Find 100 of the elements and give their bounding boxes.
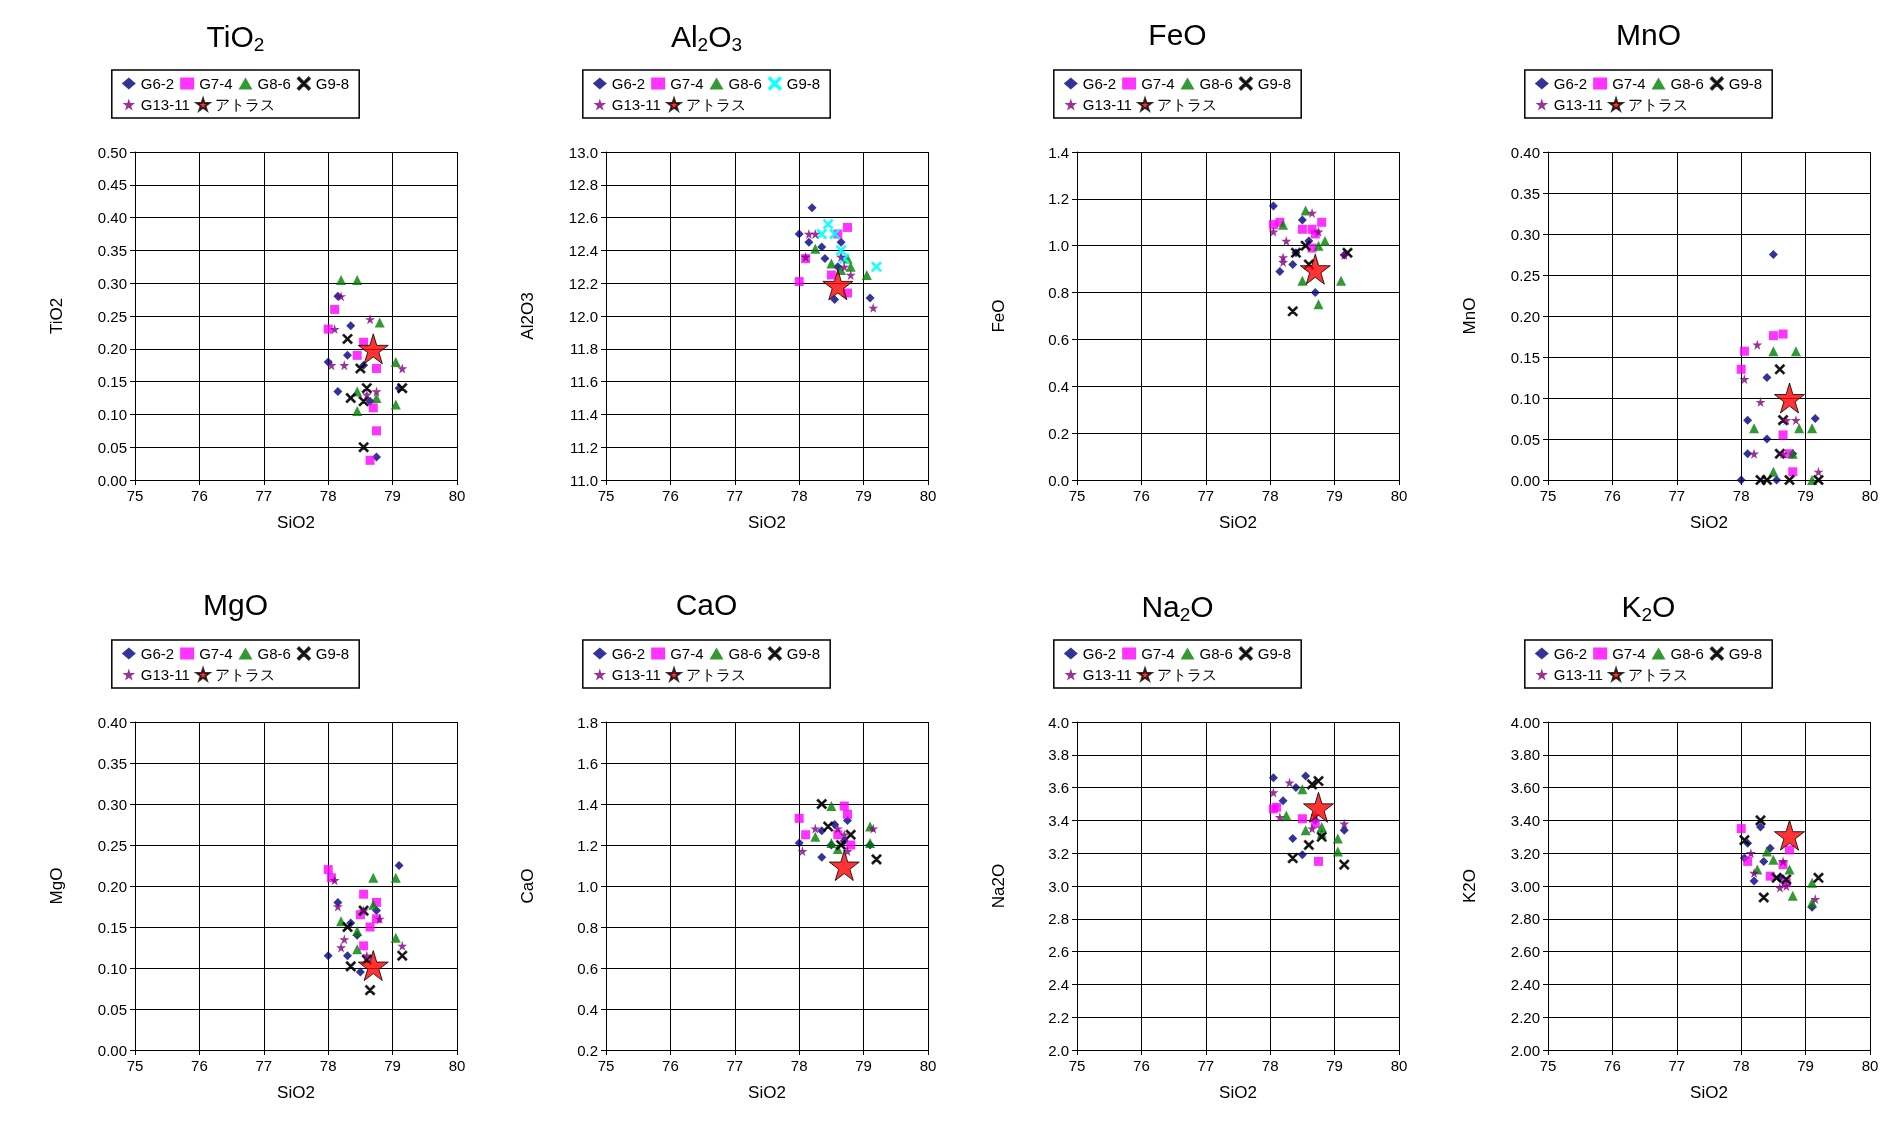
y-tick-label: 0.50	[97, 143, 127, 161]
y-tick-label: 0.05	[97, 1000, 127, 1018]
y-tick-label: 3.4	[1048, 811, 1069, 829]
y-tick-label: 11.2	[569, 438, 598, 456]
legend-label: G9-8	[1728, 645, 1763, 662]
y-tick-label: 0.4	[577, 1000, 598, 1018]
x-tick-label: 79	[384, 487, 401, 504]
x-tick-label: 78	[1732, 487, 1750, 504]
y-tick-label: 0.00	[1510, 471, 1540, 489]
legend-label: G7-4	[1141, 75, 1175, 92]
y-tick-label: 0.8	[1048, 284, 1069, 302]
x-tick-label: 77	[1197, 1057, 1215, 1074]
y-axis-title: Al2O3	[518, 292, 537, 340]
x-axis-title: SiO2	[277, 1083, 315, 1102]
legend-label: G9-8	[786, 75, 821, 92]
y-tick-label: 0.4	[1048, 377, 1069, 395]
y-tick-label: 0.10	[97, 405, 127, 423]
y-tick-label: 3.80	[1510, 746, 1540, 764]
legend-label: アトラス	[1628, 96, 1689, 113]
y-tick-label: 0.20	[97, 340, 127, 358]
y-tick-label: 3.6	[1048, 779, 1069, 797]
x-axis-title: SiO2	[748, 1083, 786, 1102]
legend-label: G13-11	[140, 96, 190, 113]
legend-label: G13-11	[611, 96, 661, 113]
y-tick-label: 3.60	[1510, 779, 1540, 797]
x-tick-label: 76	[191, 1057, 208, 1074]
y-tick-label: 0.0	[1048, 471, 1069, 489]
legend-label: G6-2	[140, 645, 175, 662]
y-tick-label: 3.40	[1510, 811, 1540, 829]
y-tick-label: 0.35	[1510, 184, 1540, 202]
y-tick-label: 2.4	[1048, 975, 1069, 993]
y-axis-title: FeO	[989, 299, 1008, 333]
x-tick-label: 78	[1261, 487, 1279, 504]
legend-label: G8-6	[1199, 645, 1233, 662]
y-tick-label: 2.8	[1048, 910, 1069, 928]
legend-label: G9-8	[315, 75, 350, 92]
x-axis-title: SiO2	[748, 513, 786, 532]
x-tick-label: 79	[1326, 1057, 1343, 1074]
y-tick-label: 2.20	[1510, 1008, 1540, 1026]
x-axis-title: SiO2	[1219, 513, 1257, 532]
x-tick-label: 77	[255, 487, 273, 504]
legend-label: G7-4	[1612, 645, 1646, 662]
y-tick-label: 0.25	[1510, 266, 1540, 284]
legend-label: アトラス	[686, 666, 747, 683]
y-tick-label: 0.15	[97, 373, 127, 391]
y-tick-label: 1.6	[577, 754, 598, 772]
legend-label: G7-4	[670, 645, 704, 662]
y-tick-label: 0.35	[97, 754, 127, 772]
x-tick-label: 77	[1668, 1057, 1686, 1074]
y-tick-label: 3.00	[1510, 877, 1540, 895]
y-axis-title: K2O	[1460, 868, 1479, 904]
y-tick-label: 0.6	[577, 959, 598, 977]
y-tick-label: 0.20	[97, 877, 127, 895]
y-tick-label: 2.60	[1510, 943, 1540, 961]
y-tick-label: 0.2	[577, 1041, 598, 1059]
legend-label: G8-6	[728, 645, 762, 662]
x-axis-title: SiO2	[1690, 513, 1728, 532]
legend-label: G9-8	[315, 645, 350, 662]
y-tick-label: 3.20	[1510, 844, 1540, 862]
y-tick-label: 12.8	[568, 176, 598, 194]
y-tick-label: 2.0	[1048, 1041, 1069, 1059]
legend-label: G6-2	[611, 645, 646, 662]
x-tick-label: 80	[1861, 487, 1879, 504]
legend-label: アトラス	[1157, 96, 1218, 113]
legend-label: G6-2	[1553, 645, 1588, 662]
legend-label: アトラス	[1157, 666, 1218, 683]
legend-label: アトラス	[215, 96, 276, 113]
x-tick-label: 77	[726, 487, 744, 504]
y-tick-label: 1.4	[1048, 143, 1069, 161]
x-tick-label: 75	[126, 487, 144, 504]
y-tick-label: 0.00	[97, 471, 127, 489]
y-tick-label: 12.4	[568, 241, 598, 259]
legend-label: G9-8	[786, 645, 821, 662]
x-tick-label: 76	[662, 487, 679, 504]
y-tick-label: 4.00	[1510, 713, 1540, 731]
y-tick-label: 0.05	[1510, 430, 1540, 448]
legend-label: G9-8	[1728, 75, 1763, 92]
legend-label: G13-11	[1082, 96, 1132, 113]
legend-label: G13-11	[611, 666, 661, 683]
legend-label: アトラス	[215, 666, 276, 683]
x-tick-label: 76	[1133, 487, 1150, 504]
y-tick-label: 1.0	[577, 877, 598, 895]
chart-title: MnO	[1615, 17, 1682, 51]
y-tick-label: 0.40	[1510, 143, 1540, 161]
legend-label: G6-2	[1553, 75, 1588, 92]
y-tick-label: 2.80	[1510, 910, 1540, 928]
y-tick-label: 12.6	[568, 209, 598, 227]
legend-label: G7-4	[199, 645, 233, 662]
legend-label: G7-4	[1612, 75, 1646, 92]
x-tick-label: 78	[790, 1057, 808, 1074]
x-tick-label: 78	[790, 487, 808, 504]
y-tick-label: 0.30	[97, 274, 127, 292]
x-tick-label: 79	[855, 1057, 872, 1074]
x-tick-label: 77	[726, 1057, 744, 1074]
legend-label: G6-2	[140, 75, 175, 92]
y-tick-label: 2.00	[1510, 1041, 1540, 1059]
x-tick-label: 78	[1261, 1057, 1279, 1074]
y-axis-title: CaO	[518, 868, 537, 904]
x-axis-title: SiO2	[277, 513, 315, 532]
x-tick-label: 76	[662, 1057, 679, 1074]
